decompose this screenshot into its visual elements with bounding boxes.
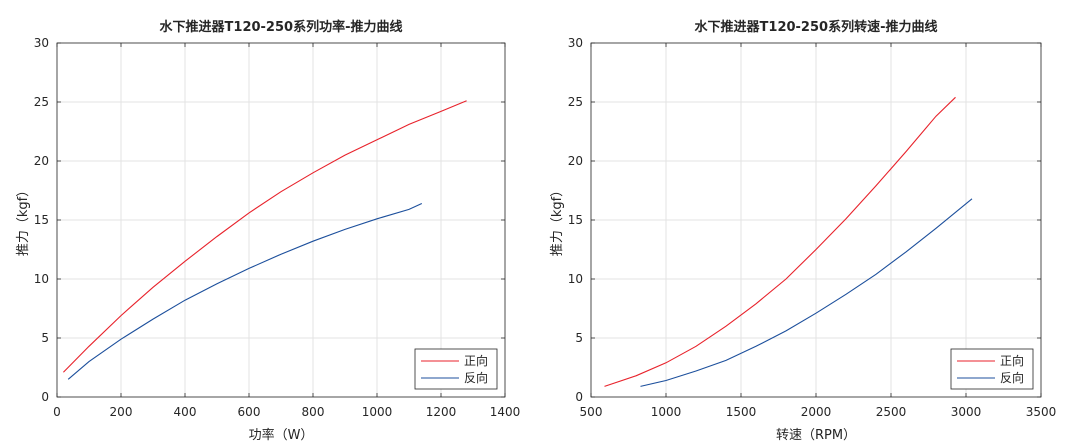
series-line-2 <box>640 198 973 387</box>
y-axis-label: 推力（kgf） <box>16 184 31 256</box>
x-tick-label: 500 <box>580 405 603 419</box>
y-tick-label: 0 <box>41 390 49 404</box>
x-tick-label: 1200 <box>426 405 457 419</box>
chart-panel-1: 0 200 400 600 800 1000 1200 1400 0 5 10 15 20 25 30 水下推… <box>16 19 520 443</box>
series-line-1 <box>604 96 956 387</box>
chart-title: 水下推进器T120-250系列功率-推力曲线 <box>160 19 403 35</box>
x-tick-label: 1000 <box>651 405 682 419</box>
y-tick-label: 15 <box>568 213 583 227</box>
legend-box <box>950 348 1034 390</box>
legend-label-1: 正向 <box>1000 353 1024 368</box>
y-tick-label: 5 <box>41 331 49 345</box>
x-tick-label: 2500 <box>876 405 907 419</box>
x-tick-label: 800 <box>302 405 325 419</box>
legend-label-1: 正向 <box>464 353 488 368</box>
x-tick-label: 1500 <box>726 405 757 419</box>
legend-box <box>414 348 498 390</box>
y-tick-label: 5 <box>575 331 583 345</box>
legend-label-2: 反向 <box>464 370 488 385</box>
y-tick-label: 30 <box>34 36 49 50</box>
y-tick-label: 20 <box>568 154 583 168</box>
y-tick-label: 30 <box>568 36 583 50</box>
x-tick-label: 400 <box>174 405 197 419</box>
series-line-2 <box>67 203 423 380</box>
x-tick-label: 200 <box>110 405 133 419</box>
x-tick-label: 3000 <box>951 405 982 419</box>
x-tick-label: 1400 <box>490 405 521 419</box>
x-tick-label: 600 <box>238 405 261 419</box>
y-axis-label: 推力（kgf） <box>550 184 565 256</box>
x-axis-label: 功率（W） <box>249 427 314 443</box>
y-tick-label: 25 <box>568 95 583 109</box>
x-axis-label: 转速（RPM） <box>776 428 856 443</box>
y-tick-label: 10 <box>34 272 49 286</box>
x-tick-label: 1000 <box>362 405 393 419</box>
y-tick-label: 15 <box>34 213 49 227</box>
series-line-1 <box>63 100 467 373</box>
legend-label-2: 反向 <box>1000 370 1024 385</box>
chart-title: 水下推进器T120-250系列转速-推力曲线 <box>695 19 938 35</box>
x-tick-label: 2000 <box>801 405 832 419</box>
y-tick-label: 20 <box>34 154 49 168</box>
x-tick-label: 3500 <box>1026 405 1057 419</box>
y-tick-label: 0 <box>575 390 583 404</box>
x-tick-label: 0 <box>53 405 61 419</box>
chart-panel-2: 500 1000 1500 2000 2500 3000 3500 0 5 10 15 20 25 30 水… <box>550 19 1056 443</box>
y-tick-label: 25 <box>34 95 49 109</box>
y-tick-label: 10 <box>568 272 583 286</box>
